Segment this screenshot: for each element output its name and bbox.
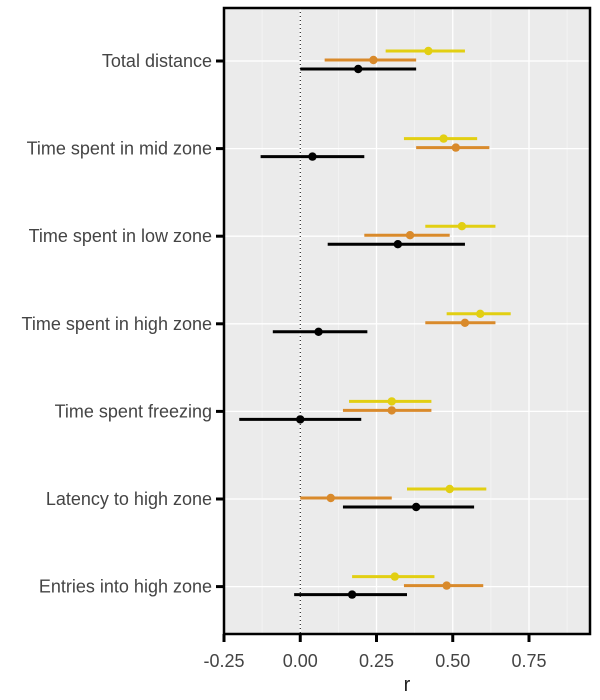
y-tick-label: Time spent in mid zone xyxy=(27,139,212,159)
point-estimate xyxy=(387,406,396,415)
point-estimate xyxy=(296,415,305,424)
y-tick-label: Time spent in low zone xyxy=(29,226,212,246)
point-estimate xyxy=(308,152,317,161)
y-axis: Total distance Time spent in mid zone Time… xyxy=(22,51,224,597)
point-estimate xyxy=(314,327,323,336)
y-tick-label: Total distance xyxy=(102,51,212,71)
point-estimate xyxy=(390,572,399,581)
x-tick-label: 0.75 xyxy=(511,651,546,671)
estimate-marks xyxy=(239,46,511,599)
point-estimate xyxy=(424,46,433,56)
point-estimate xyxy=(387,397,396,406)
y-tick-label: Latency to high zone xyxy=(46,489,212,509)
y-tick-label: Time spent freezing xyxy=(55,401,212,421)
point-estimate xyxy=(411,502,421,512)
x-axis: -0.25 0.00 0.25 0.50 0.75 xyxy=(203,634,547,671)
point-estimate xyxy=(326,493,335,503)
x-tick-label: -0.25 xyxy=(203,651,244,671)
point-estimate xyxy=(460,318,470,327)
y-tick-label: Time spent in high zone xyxy=(22,314,212,334)
point-estimate xyxy=(451,143,460,152)
point-estimate xyxy=(405,231,415,240)
point-estimate xyxy=(476,309,485,318)
plot-background xyxy=(224,8,590,634)
point-estimate xyxy=(445,484,454,494)
y-tick-label: Entries into high zone xyxy=(39,577,212,597)
point-estimate xyxy=(354,64,363,74)
x-axis-title: r xyxy=(404,674,411,696)
point-estimate xyxy=(439,134,448,143)
point-estimate xyxy=(457,222,467,231)
point-estimate xyxy=(369,55,378,65)
plot-border xyxy=(222,6,592,636)
x-tick-label: 0.00 xyxy=(283,651,318,671)
point-estimate xyxy=(442,581,451,590)
point-estimate xyxy=(393,240,403,249)
x-tick-label: 0.50 xyxy=(435,651,470,671)
point-estimate xyxy=(347,590,357,599)
x-tick-label: 0.25 xyxy=(359,651,394,671)
